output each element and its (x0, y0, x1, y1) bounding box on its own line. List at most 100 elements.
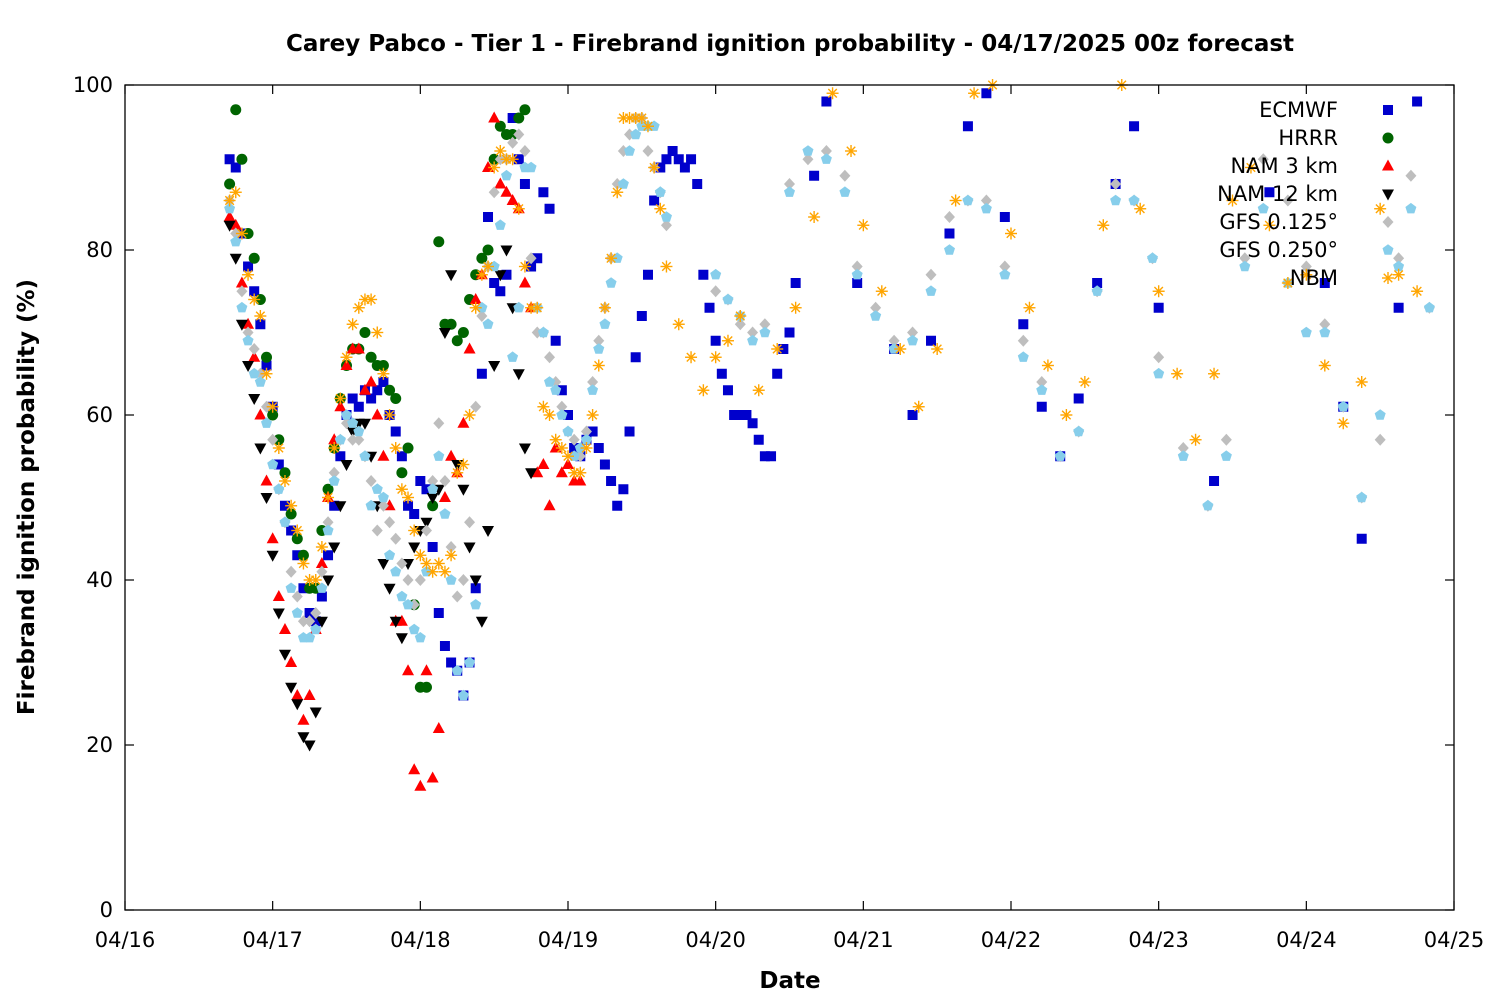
data-point (857, 219, 870, 232)
data-point (1110, 178, 1122, 190)
data-point (716, 368, 727, 379)
data-point (433, 236, 445, 248)
data-point (464, 516, 476, 529)
data-point (446, 657, 457, 668)
data-point (1282, 194, 1294, 207)
data-point (347, 393, 358, 404)
data-point (1226, 194, 1239, 207)
data-point (426, 771, 439, 783)
x-tick-label: 04/24 (1276, 928, 1337, 952)
data-point (518, 443, 531, 455)
data-point (851, 268, 863, 280)
data-point (395, 614, 408, 626)
data-point (606, 476, 617, 486)
data-point (654, 202, 667, 215)
data-point (544, 376, 556, 387)
data-point (358, 418, 371, 430)
data-point (463, 542, 476, 554)
data-point (870, 310, 882, 321)
data-point (1005, 227, 1017, 240)
data-point (297, 713, 310, 725)
data-point (451, 590, 463, 603)
data-point (248, 343, 260, 355)
data-point (426, 565, 439, 578)
x-tick-label: 04/17 (242, 928, 303, 952)
data-point (839, 169, 851, 182)
data-point (673, 154, 684, 165)
data-point (390, 426, 401, 437)
data-point (661, 154, 672, 165)
x-tick-label: 04/16 (95, 928, 156, 952)
data-point (469, 575, 482, 587)
data-point (433, 450, 445, 461)
data-point (1257, 202, 1269, 214)
data-point (1356, 491, 1368, 503)
data-point (721, 334, 734, 347)
data-point (1412, 96, 1423, 107)
legend-marker (1383, 105, 1393, 115)
data-point (415, 476, 426, 486)
data-point (556, 409, 568, 420)
data-point (802, 153, 814, 166)
data-point (249, 286, 260, 297)
data-point (457, 574, 469, 586)
data-point (278, 475, 291, 487)
data-point (403, 500, 414, 511)
data-point (962, 194, 974, 206)
data-point (784, 186, 795, 197)
data-point (494, 177, 507, 189)
data-point (260, 367, 273, 380)
data-point (1041, 359, 1054, 372)
data-point (408, 763, 421, 775)
data-point (500, 185, 513, 197)
data-point (445, 549, 458, 562)
data-point (488, 186, 500, 199)
data-point (543, 499, 556, 511)
data-point (679, 162, 690, 173)
data-point (1355, 376, 1368, 388)
data-point (1036, 384, 1048, 395)
data-point (291, 607, 303, 618)
data-point (624, 426, 635, 437)
data-point (562, 458, 574, 469)
data-point (660, 260, 673, 273)
legend-label: GFS 0.125° (1219, 210, 1338, 234)
data-point (506, 194, 519, 205)
data-point (433, 608, 444, 618)
data-point (396, 467, 408, 479)
data-point (1036, 376, 1048, 388)
data-point (789, 301, 802, 314)
data-point (525, 468, 538, 480)
data-point (722, 385, 733, 396)
data-point (685, 351, 698, 364)
legend-marker (1382, 159, 1394, 171)
data-point (310, 607, 322, 619)
data-point (297, 615, 309, 628)
data-point (611, 186, 624, 199)
data-point (390, 393, 402, 404)
data-point (1337, 400, 1349, 412)
data-point (223, 220, 236, 232)
data-point (1092, 278, 1103, 288)
data-point (562, 450, 574, 463)
data-point (396, 590, 408, 602)
data-point (549, 441, 562, 453)
data-point (538, 187, 549, 198)
data-point (322, 483, 334, 495)
x-tick-label: 04/22 (981, 928, 1042, 952)
x-axis-label: Date (759, 968, 820, 994)
data-point (445, 270, 458, 282)
data-point (1177, 442, 1189, 454)
data-point (328, 475, 340, 486)
data-point (315, 557, 328, 568)
data-point (1220, 433, 1232, 446)
data-point (851, 260, 863, 273)
data-point (273, 483, 285, 494)
data-point (605, 277, 617, 288)
legend-marker (1382, 244, 1394, 255)
data-point (710, 285, 722, 298)
data-point (377, 499, 389, 512)
data-point (488, 161, 501, 174)
data-point (1319, 326, 1331, 338)
data-point (1036, 401, 1047, 412)
